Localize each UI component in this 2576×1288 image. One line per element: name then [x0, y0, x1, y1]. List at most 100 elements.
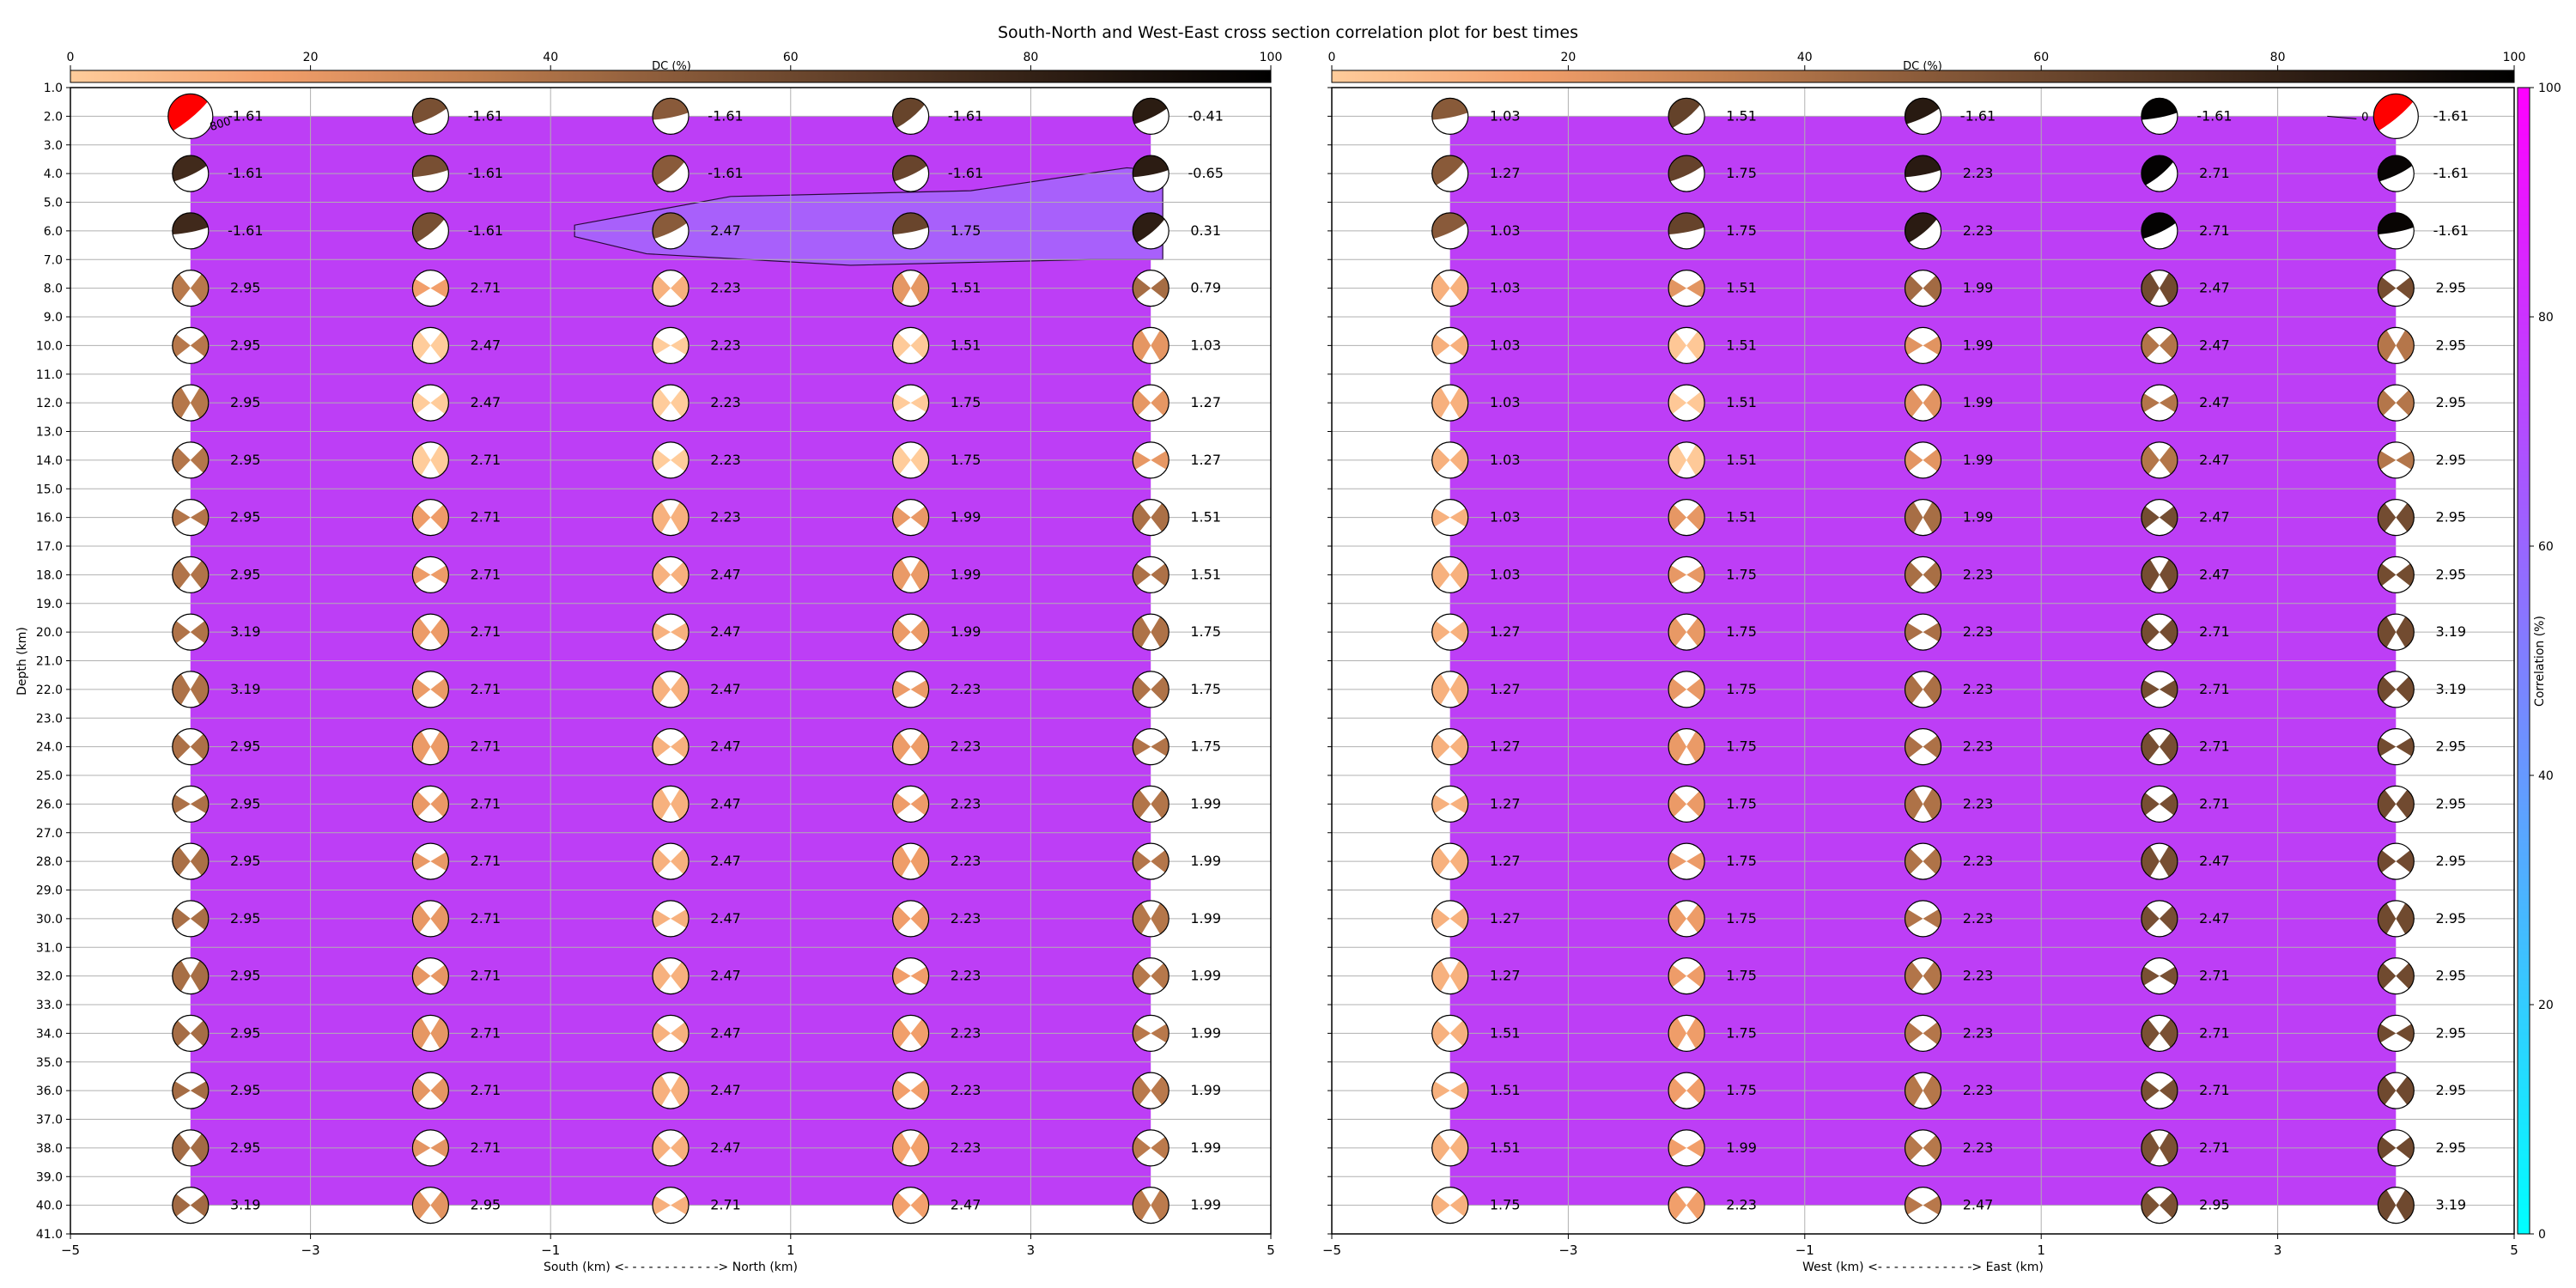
beachball-compressional [1431, 334, 1468, 357]
beachball-compressional [2378, 737, 2415, 756]
x-tick-label: 5 [2510, 1242, 2518, 1258]
x-tick-label: 3 [1027, 1242, 1036, 1258]
time-shift-label: 2.95 [230, 968, 261, 984]
beachball-compressional [412, 1191, 449, 1220]
beachball [1904, 728, 1942, 766]
time-shift-label: 2.71 [471, 566, 501, 582]
beachball [1132, 326, 1170, 364]
beachball-compressional [892, 846, 929, 878]
beachball-compressional [412, 904, 449, 933]
time-shift-label: 2.71 [2199, 1082, 2230, 1098]
y-tick-label: 40.0 [36, 1200, 63, 1213]
time-shift-label: 2.95 [2199, 1197, 2230, 1213]
beachball-compressional [172, 673, 209, 705]
dc-colorbar-tick-label: 0 [1328, 51, 1336, 64]
beachball [891, 1072, 930, 1109]
y-tick-label: 23.0 [36, 712, 63, 726]
beachball-compressional [1905, 212, 1937, 243]
time-shift-label: 0.31 [1190, 222, 1221, 239]
time-shift-label: 2.47 [710, 1082, 741, 1098]
beachball [411, 97, 449, 135]
beachball [891, 842, 930, 880]
beachball-compressional [1668, 1138, 1705, 1157]
beachball-outline [1431, 384, 1469, 422]
time-shift-label: -1.61 [948, 107, 983, 124]
beachball-compressional [1905, 908, 1941, 928]
time-shift-label: -1.61 [228, 107, 263, 124]
beachball [1132, 1129, 1170, 1167]
time-shift-label: 2.47 [1963, 1197, 1994, 1213]
beachball-outline [1668, 499, 1705, 537]
beachball-outline [652, 785, 690, 823]
beachball-compressional [1668, 331, 1705, 360]
y-tick-label: 33.0 [36, 999, 63, 1012]
beachball [652, 900, 690, 938]
time-shift-label: 1.27 [1490, 795, 1521, 811]
beachball [891, 499, 930, 537]
beachball [1904, 441, 1942, 479]
time-shift-label: 2.71 [2199, 1024, 2230, 1041]
time-shift-label: -1.61 [228, 222, 263, 239]
correlation-colorbar [2517, 87, 2530, 1235]
y-tick-label: 22.0 [36, 683, 63, 697]
beachball [2141, 842, 2178, 880]
y-tick-label: 21.0 [36, 655, 63, 669]
beachball-compressional [892, 1132, 929, 1163]
time-shift-label: -1.61 [468, 222, 503, 239]
time-shift-label: 1.51 [1726, 280, 1757, 296]
beachball-outline [1904, 728, 1942, 766]
y-tick-label: 36.0 [36, 1084, 63, 1098]
time-shift-label: 1.75 [1726, 165, 1757, 181]
beachball-outline [652, 613, 690, 651]
beachball-compressional [2141, 966, 2178, 986]
beachball [2141, 556, 2178, 593]
time-shift-label: 2.95 [2435, 452, 2466, 468]
beachball [1431, 155, 1469, 192]
beachball [891, 900, 930, 938]
time-shift-label: 1.75 [1190, 738, 1221, 755]
beachball-compressional [412, 565, 449, 585]
beachball-compressional [1905, 448, 1941, 471]
beachball-outline [652, 1129, 690, 1167]
beachball-outline [2377, 1014, 2415, 1052]
beachball-compressional [2378, 563, 2415, 586]
beachball [172, 1072, 210, 1109]
beachball-outline [1431, 326, 1469, 364]
beachball-compressional [2378, 503, 2415, 532]
beachball-outline [172, 499, 210, 537]
beachball-compressional [1133, 1024, 1170, 1043]
beachball-outline [652, 842, 690, 880]
beachball-outline [1668, 212, 1705, 250]
beachball-outline [172, 441, 210, 479]
time-shift-label: 1.51 [1190, 509, 1221, 526]
beachball-outline [411, 900, 449, 938]
beachball [2141, 728, 2178, 766]
dc-colorbar [1331, 70, 2515, 83]
beachball-compressional [892, 1192, 929, 1218]
beachball [1431, 326, 1469, 364]
beachball-outline [2141, 499, 2178, 537]
beachball [891, 212, 930, 250]
y-tick-label: 3.0 [44, 139, 63, 153]
beachball-outline [2141, 155, 2178, 192]
time-shift-label: 2.23 [951, 738, 981, 755]
beachball [411, 1072, 449, 1109]
beachball-outline [652, 671, 690, 708]
beachball [1904, 556, 1942, 593]
beachball-outline [1668, 842, 1705, 880]
beachball-outline [1668, 1014, 1705, 1052]
beachball-compressional [1431, 907, 1468, 930]
beachball-compressional [172, 1081, 209, 1101]
beachball [1668, 1187, 1705, 1224]
beachball-compressional [1431, 794, 1468, 814]
beachball-compressional [412, 278, 449, 298]
beachball-outline [411, 97, 449, 135]
beachball-outline [2141, 1187, 2178, 1224]
beachball [2377, 499, 2415, 537]
time-shift-label: 1.99 [1963, 280, 1994, 296]
time-shift-label: 2.95 [2435, 280, 2466, 296]
beachball-compressional [1133, 450, 1170, 470]
beachball [891, 441, 930, 479]
beachball [411, 270, 449, 307]
time-shift-label: 1.03 [1490, 566, 1521, 582]
